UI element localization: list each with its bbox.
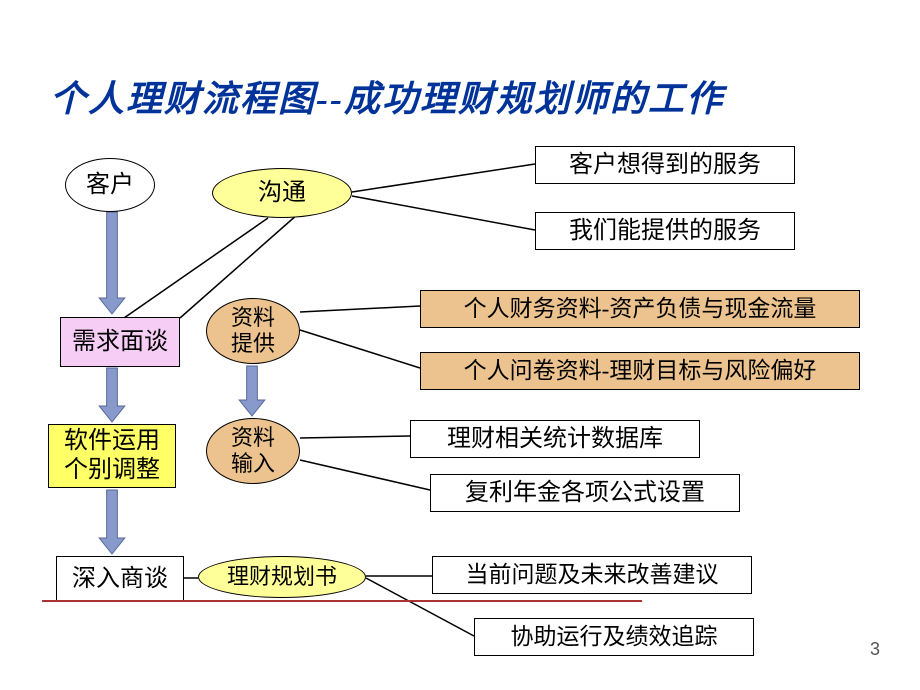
node-db: 理财相关统计数据库 [410,420,700,458]
node-software: 软件运用 个别调整 [48,424,176,488]
node-plan: 理财规划书 [198,556,366,598]
node-data_provide: 资料 提供 [206,298,300,364]
footer-divider [42,600,642,602]
node-service1: 客户想得到的服务 [535,146,795,184]
node-survey: 个人问卷资料-理财目标与风险偏好 [420,352,860,390]
node-service2: 我们能提供的服务 [535,212,795,250]
node-formula: 复利年金各项公式设置 [430,474,740,512]
node-data_input: 资料 输入 [206,418,300,484]
page-number: 3 [870,639,880,660]
node-track: 协助运行及绩效追踪 [474,618,754,656]
node-customer: 客户 [65,158,155,212]
node-issue: 当前问题及未来改善建议 [432,556,752,594]
node-discuss: 深入商谈 [56,556,184,602]
node-finance: 个人财务资料-资产负债与现金流量 [420,290,860,328]
page-title: 个人理财流程图--成功理财规划师的工作 [50,70,724,122]
node-needs: 需求面谈 [60,317,180,367]
node-communicate: 沟通 [212,168,352,218]
